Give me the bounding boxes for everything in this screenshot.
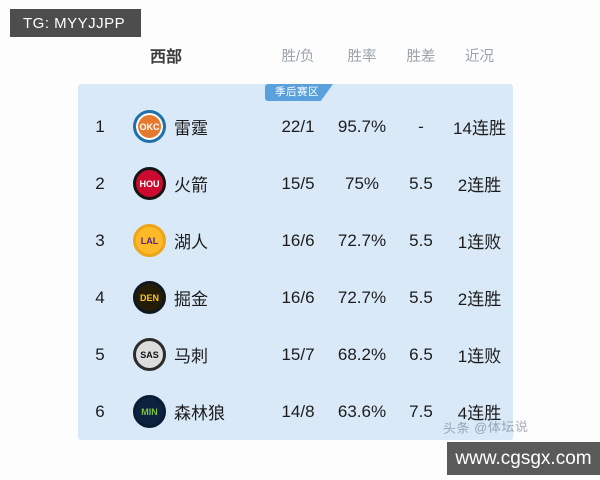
col-header-gamesbehind: 胜差 [406,48,436,65]
win-pct-value: 68.2% [337,344,387,364]
team-name: 掘金 [174,290,208,309]
conference-label: 西部 [150,49,183,66]
standings-row[interactable]: 6 MIN 森林狼 14/8 63.6% 7.5 4连胜 [78,383,513,440]
win-loss-value: 22/1 [281,116,315,136]
toutiao-watermark: 头条 @体坛说 [442,418,529,437]
games-behind-value: 7.5 [409,401,433,421]
win-loss-value: 15/5 [281,173,315,193]
team-logo-icon: OKC [133,110,166,143]
playoff-zone-panel: 季后赛区 1 OKC 雷霆 22/1 95.7% - 14连胜 2 HOU 火箭… [78,84,513,440]
streak-value: 1连败 [457,347,502,366]
team-name: 雷霆 [174,119,208,138]
team-name: 火箭 [174,176,208,195]
team-name: 湖人 [174,233,208,252]
standings-header: 西部 胜/负 胜率 胜差 近况 [78,42,513,68]
team-rank: 6 [95,401,105,421]
games-behind-value: 5.5 [409,287,433,307]
win-loss-value: 14/8 [281,401,315,421]
team-logo-icon: HOU [133,167,166,200]
win-pct-value: 95.7% [337,116,387,136]
win-pct-value: 72.7% [337,230,387,250]
standings-row[interactable]: 2 HOU 火箭 15/5 75% 5.5 2连胜 [78,155,513,212]
standings-row[interactable]: 3 LAL 湖人 16/6 72.7% 5.5 1连败 [78,212,513,269]
streak-value: 14连胜 [453,119,506,138]
games-behind-value: 6.5 [409,344,433,364]
team-cell: SAS 马刺 [122,338,268,371]
win-loss-value: 15/7 [281,344,315,364]
team-logo-icon: SAS [133,338,166,371]
standings-row[interactable]: 1 OKC 雷霆 22/1 95.7% - 14连胜 [78,98,513,155]
streak-value: 1连败 [457,233,502,252]
standings-row[interactable]: 4 DEN 掘金 16/6 72.7% 5.5 2连胜 [78,269,513,326]
team-cell: LAL 湖人 [122,224,268,257]
win-pct-value: 63.6% [337,401,387,421]
team-logo-icon: LAL [133,224,166,257]
team-name: 马刺 [174,347,208,366]
playoff-zone-badge: 季后赛区 [265,84,333,101]
team-rank: 5 [95,344,105,364]
win-pct-value: 75% [344,173,380,193]
team-name: 森林狼 [174,404,225,423]
site-watermark-bar: www.cgsgx.com [447,442,600,475]
col-header-winpct: 胜率 [347,48,377,65]
streak-value: 2连胜 [457,290,502,309]
col-header-winloss: 胜/负 [281,48,315,65]
win-loss-value: 16/6 [281,230,315,250]
team-rank: 2 [95,173,105,193]
streak-value: 2连胜 [457,176,502,195]
col-header-streak: 近况 [465,48,494,65]
team-logo-icon: DEN [133,281,166,314]
games-behind-value: 5.5 [409,230,433,250]
streak-value: 4连胜 [457,404,502,423]
win-pct-value: 72.7% [337,287,387,307]
team-rank: 3 [95,230,105,250]
team-cell: HOU 火箭 [122,167,268,200]
team-cell: OKC 雷霆 [122,110,268,143]
tg-watermark-badge: TG: MYYJJPP [10,9,142,37]
team-cell: DEN 掘金 [122,281,268,314]
team-cell: MIN 森林狼 [122,395,268,428]
games-behind-value: 5.5 [409,173,433,193]
games-behind-value: - [418,116,424,136]
team-rank: 1 [95,116,105,136]
team-rank: 4 [95,287,105,307]
win-loss-value: 16/6 [281,287,315,307]
standings-row[interactable]: 5 SAS 马刺 15/7 68.2% 6.5 1连败 [78,326,513,383]
team-logo-icon: MIN [133,395,166,428]
standings-rows: 1 OKC 雷霆 22/1 95.7% - 14连胜 2 HOU 火箭 15/5… [78,98,513,440]
